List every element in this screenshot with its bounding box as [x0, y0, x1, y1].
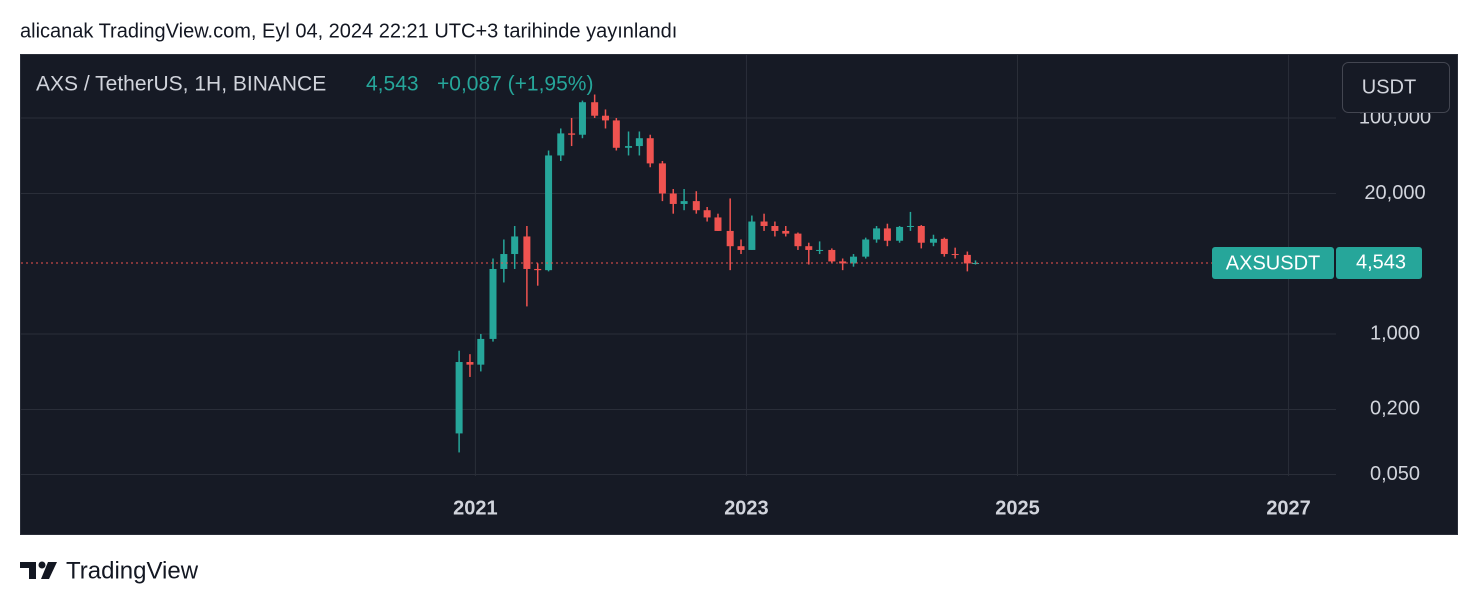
candle-body	[601, 115, 609, 121]
candle-body	[940, 238, 948, 255]
candle-body	[466, 362, 474, 365]
candle-body	[511, 236, 519, 255]
candle-body	[805, 246, 813, 250]
symbol-label: AXSUSDT	[1226, 252, 1320, 274]
candle-body	[635, 138, 643, 147]
last-price: 4,543	[366, 73, 419, 96]
chart-title: AXS / TetherUS, 1H, BINANCE	[36, 73, 326, 96]
candle-body	[500, 254, 508, 269]
candle-body	[929, 238, 937, 243]
candle-body	[646, 138, 654, 164]
candle-body	[782, 230, 790, 234]
x-tick-label: 2023	[724, 497, 769, 519]
candle-body	[625, 146, 633, 148]
candle-body	[455, 362, 463, 434]
y-tick-label: 1,000	[1370, 322, 1420, 344]
candle-body	[489, 268, 497, 339]
candle-body	[714, 217, 722, 231]
candle-body	[578, 102, 586, 135]
candle-body	[658, 163, 666, 194]
x-tick-label: 2027	[1266, 497, 1311, 519]
candle-body	[523, 236, 531, 269]
candle-body	[534, 268, 542, 271]
candle-body	[612, 120, 620, 148]
candle-body	[896, 226, 904, 241]
candle-body	[545, 155, 553, 271]
candle-body	[862, 239, 870, 257]
candle-body	[557, 133, 565, 156]
price-badge-label: 4,543	[1356, 251, 1406, 273]
candle-body	[963, 254, 971, 264]
candle-body	[951, 254, 959, 256]
candle-body	[794, 233, 802, 247]
symbol-badge	[1212, 246, 1334, 279]
y-tick-label: 0,050	[1370, 463, 1420, 485]
candle-body	[873, 228, 881, 240]
candle-body	[971, 262, 979, 264]
candle-body	[771, 225, 779, 231]
price-badge	[1336, 246, 1422, 279]
candle-body	[906, 225, 914, 227]
candle-body	[748, 221, 756, 250]
y-tick-label: 20,000	[1364, 182, 1425, 204]
candle-body	[839, 261, 847, 264]
currency-button[interactable]	[1342, 62, 1450, 113]
candle-body	[726, 230, 734, 247]
candle-body	[760, 221, 768, 226]
chart-panel	[20, 54, 1458, 535]
x-tick-label: 2025	[995, 497, 1040, 519]
candle-body	[828, 249, 836, 262]
candle-body	[477, 338, 485, 365]
x-tick-label: 2021	[453, 497, 498, 519]
candle-body	[816, 249, 824, 251]
price-change: +0,087 (+1,95%)	[437, 73, 593, 96]
tradingview-logo	[20, 561, 57, 579]
candle-body	[703, 210, 711, 218]
candle-body	[669, 193, 677, 204]
candle-body	[591, 102, 599, 116]
currency-label[interactable]: USDT	[1362, 76, 1416, 98]
candle-body	[850, 256, 858, 264]
footer-brand: TradingView	[66, 557, 199, 584]
candle-body	[737, 246, 745, 250]
candle-body	[568, 133, 576, 135]
candle-body	[883, 228, 891, 241]
candle-body	[680, 201, 688, 204]
header: alicanak TradingView.com, Eyl 04, 2024 2…	[20, 20, 677, 42]
y-tick-label: 0,200	[1370, 398, 1420, 420]
candle-body	[917, 225, 925, 243]
candle-body	[692, 201, 700, 211]
